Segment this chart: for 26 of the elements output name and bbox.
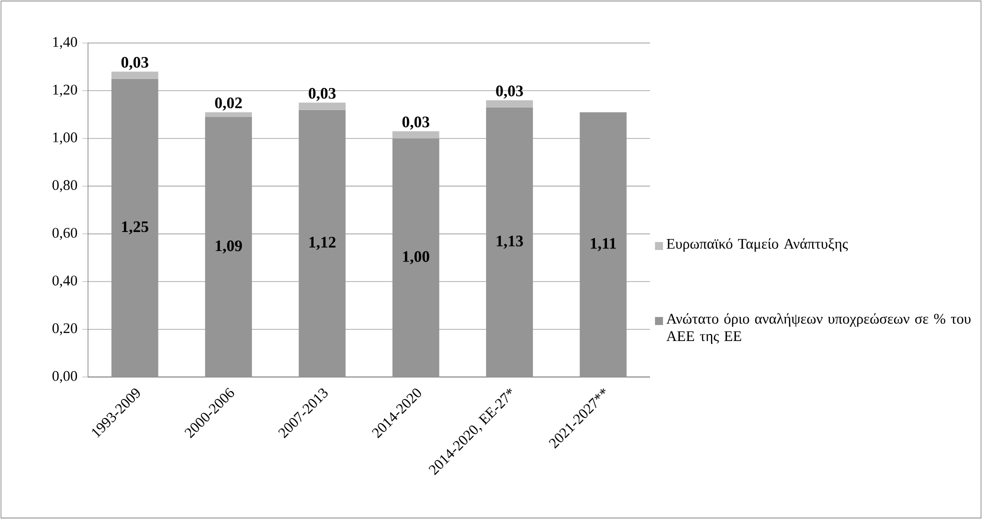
legend-label: Ανώτατο όριο αναλήψεων υποχρεώσεων σε % του ΑΕΕ της ΕΕ: [666, 313, 971, 344]
y-tick-label: 0,20: [52, 323, 78, 336]
data-label: 1,00: [403, 251, 430, 264]
data-label: 0,03: [308, 88, 336, 102]
legend-label: Ευρωπαϊκό Ταμείο Ανάπτυξης: [666, 238, 848, 252]
y-tick-label: 0,00: [52, 371, 78, 384]
bar: [205, 112, 252, 117]
y-tick-label: 1,40: [53, 37, 78, 50]
y-tick-label: 0,60: [52, 228, 78, 240]
data-label: 1,25: [122, 221, 148, 234]
data-label: 0,03: [496, 86, 523, 99]
data-label: 0,03: [402, 116, 430, 130]
data-label: 1,12: [309, 236, 336, 250]
y-tick-label: 1,00: [53, 132, 78, 144]
data-label: 1,13: [496, 236, 523, 249]
bar: [111, 72, 158, 79]
y-tick-label: 0,40: [52, 276, 78, 288]
data-label: 0,03: [121, 56, 148, 70]
data-label: 1,09: [216, 240, 242, 254]
bar: [486, 100, 533, 108]
bar: [298, 102, 346, 110]
bar: [392, 131, 440, 138]
y-tick-label: 0,80: [52, 180, 78, 192]
data-label: 0,02: [215, 97, 242, 111]
y-tick-label: 1,20: [53, 84, 78, 97]
data-label: 1,11: [590, 238, 616, 252]
